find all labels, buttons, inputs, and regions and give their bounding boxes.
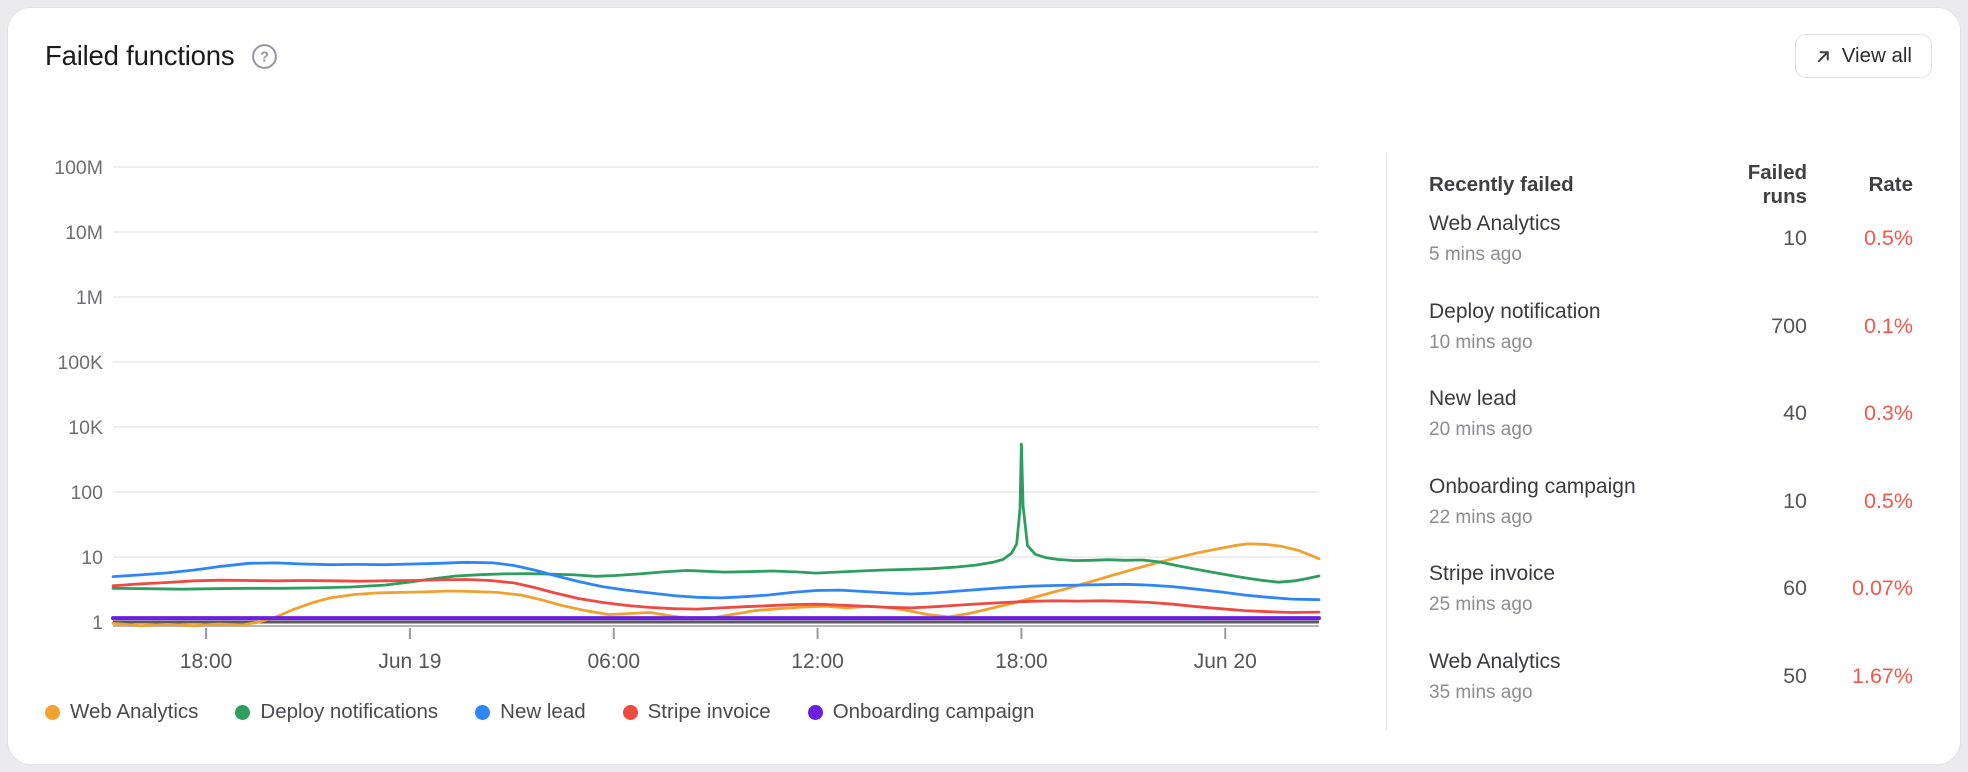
legend-dot [45,704,60,720]
table-header-row: Recently failed Failed runs Rate [1429,161,1913,208]
x-axis-label: 06:00 [587,650,640,673]
table-row[interactable]: Web Analytics 5 mins ago 10 0.5% [1429,195,1913,283]
column-header-recently-failed: Recently failed [1429,173,1574,196]
y-axis-label: 100M [54,157,103,179]
function-name-cell: Stripe invoice 25 mins ago [1429,561,1711,616]
failed-time: 22 mins ago [1429,506,1533,528]
failed-time: 20 mins ago [1429,419,1533,441]
legend-dot [235,704,251,720]
failed-time: 10 mins ago [1429,331,1533,353]
x-axis-label: Jun 19 [378,650,441,673]
svg-text:?: ? [260,49,269,65]
table-row[interactable]: Deploy notification 10 mins ago 700 0.1% [1429,283,1913,371]
table-row[interactable]: New lead 20 mins ago 40 0.3% [1429,370,1913,458]
function-name[interactable]: Web Analytics [1429,212,1561,236]
function-name-cell: New lead 20 mins ago [1429,386,1711,441]
legend-label: Deploy notifications [260,700,439,723]
y-axis-label: 10K [68,417,103,439]
legend-dot [475,704,491,720]
legend-label: New lead [500,700,586,723]
table-row[interactable]: Web Analytics 35 mins ago 50 1.67% [1429,633,1913,721]
panel-divider [1386,153,1387,731]
function-name[interactable]: Deploy notification [1429,299,1601,323]
failure-rate: 0.5% [1863,488,1913,513]
y-axis-label: 1M [76,287,103,309]
legend-item[interactable]: Onboarding campaign [807,700,1035,724]
legend-label: Web Analytics [70,700,199,723]
function-name-cell: Onboarding campaign 22 mins ago [1429,474,1711,529]
legend-label: Stripe invoice [647,700,771,723]
help-icon[interactable]: ? [251,43,278,70]
function-name[interactable]: Web Analytics [1429,649,1561,673]
failure-rate: 0.1% [1863,313,1913,338]
failed-runs-count: 10 [1783,226,1807,251]
failure-rate: 0.5% [1863,226,1913,251]
legend-dot [622,704,638,720]
legend-item[interactable]: Stripe invoice [622,700,771,724]
legend-item[interactable]: Deploy notifications [235,700,438,724]
failed-functions-card: Failed functions ? View all 1 10 100 10K 100… [7,7,1961,765]
y-axis-label: 100 [70,482,103,504]
y-axis-label: 10M [65,222,103,244]
x-axis-label: 18:00 [995,650,1048,673]
title-wrap: Failed functions ? [45,40,278,72]
series-line-deploy-notifications [111,442,1321,591]
series-line-new-lead [111,560,1321,602]
failed-functions-chart: 1 10 100 10K 100K 1M 10M 100M 18:00 Jun 19 06:00 12… [54,157,1321,673]
failed-time: 35 mins ago [1429,681,1533,703]
recently-failed-table: Recently failed Failed runs Rate Web Ana… [1429,161,1913,720]
x-axis-label: 12:00 [791,650,844,673]
function-name-cell: Web Analytics 35 mins ago [1429,649,1711,704]
y-axis-label: 100K [57,352,103,374]
failure-rate: 1.67% [1852,663,1913,688]
failed-runs-count: 10 [1783,488,1807,513]
failure-rate: 0.3% [1863,401,1913,426]
series-line-stripe-invoice [111,578,1321,614]
function-name[interactable]: Onboarding campaign [1429,474,1636,498]
series-line-web-analytics [111,542,1321,627]
legend-dot [807,704,823,720]
column-header-failed-runs: Failed runs [1747,161,1807,208]
failed-time: 25 mins ago [1429,594,1533,616]
failed-runs-count: 40 [1783,401,1807,426]
function-name[interactable]: Stripe invoice [1429,562,1556,586]
arrow-up-right-icon [1815,48,1832,65]
chart-legend: Web Analytics Deploy notifications New lea… [45,700,1034,724]
failed-runs-count: 700 [1771,313,1807,338]
function-name-cell: Deploy notification 10 mins ago [1429,299,1711,354]
page-title: Failed functions [45,40,235,71]
failed-runs-count: 60 [1783,576,1807,601]
column-header-rate: Rate [1868,173,1913,196]
legend-item[interactable]: Web Analytics [45,700,198,724]
x-axis-label: Jun 20 [1194,650,1257,673]
failed-time: 5 mins ago [1429,244,1522,266]
y-axis-label: 1 [92,612,103,634]
legend-item[interactable]: New lead [475,700,586,724]
x-axis-label: 18:00 [180,650,233,673]
card-header: Failed functions ? View all [45,30,1932,82]
y-axis-label: 10 [81,547,103,569]
function-name-cell: Web Analytics 5 mins ago [1429,211,1711,266]
table-row[interactable]: Onboarding campaign 22 mins ago 10 0.5% [1429,458,1913,546]
table-row[interactable]: Stripe invoice 25 mins ago 60 0.07% [1429,545,1913,633]
table-body: Web Analytics 5 mins ago 10 0.5% Deploy noti… [1429,195,1913,720]
failed-runs-count: 50 [1783,663,1807,688]
failure-rate: 0.07% [1852,576,1913,601]
legend-label: Onboarding campaign [832,700,1035,723]
view-all-label: View all [1841,44,1912,67]
function-name[interactable]: New lead [1429,387,1517,411]
view-all-button[interactable]: View all [1794,34,1932,78]
